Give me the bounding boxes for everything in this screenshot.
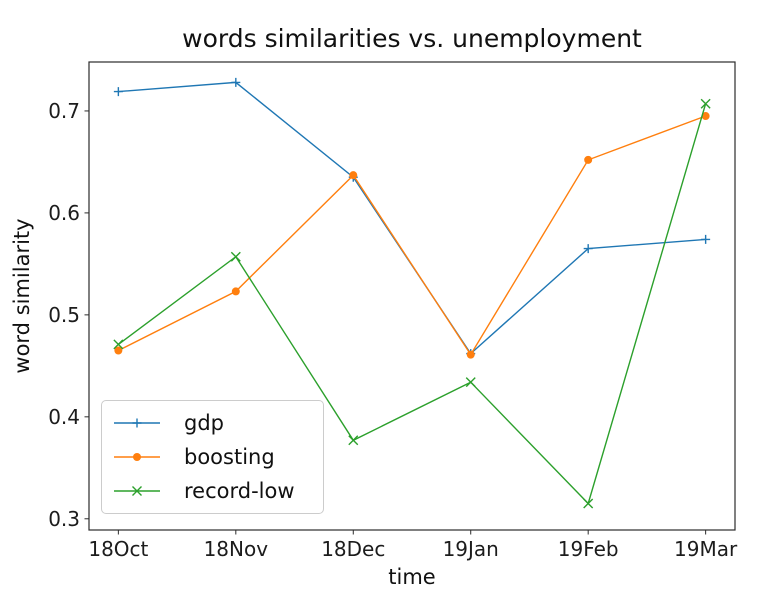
svg-text:0.6: 0.6 (48, 201, 80, 225)
legend-sample-boosting-icon (114, 453, 160, 461)
svg-text:18Nov: 18Nov (204, 537, 269, 561)
legend-item-gdp: gdp (112, 412, 313, 434)
legend-label: record-low (184, 478, 295, 503)
x-axis-label: time (388, 565, 436, 589)
svg-text:19Mar: 19Mar (674, 537, 738, 561)
legend-sample-record-low-icon (114, 486, 160, 496)
svg-text:0.4: 0.4 (48, 405, 80, 429)
legend-item-boosting: boosting (112, 446, 313, 468)
legend: gdp boosting record-low (101, 400, 324, 514)
y-axis-label: word similarity (10, 218, 34, 374)
svg-text:19Jan: 19Jan (443, 537, 499, 561)
svg-text:0.5: 0.5 (48, 303, 80, 327)
svg-text:18Oct: 18Oct (88, 537, 148, 561)
svg-text:0.7: 0.7 (48, 99, 80, 123)
legend-label: boosting (184, 444, 275, 469)
chart-title: words similarities vs. unemployment (182, 24, 642, 53)
legend-item-record-low: record-low (112, 480, 313, 502)
legend-sample-gdp-icon (114, 418, 160, 428)
legend-label: gdp (184, 410, 224, 435)
svg-text:18Dec: 18Dec (321, 537, 385, 561)
svg-text:19Feb: 19Feb (558, 537, 619, 561)
svg-text:0.3: 0.3 (48, 507, 80, 531)
